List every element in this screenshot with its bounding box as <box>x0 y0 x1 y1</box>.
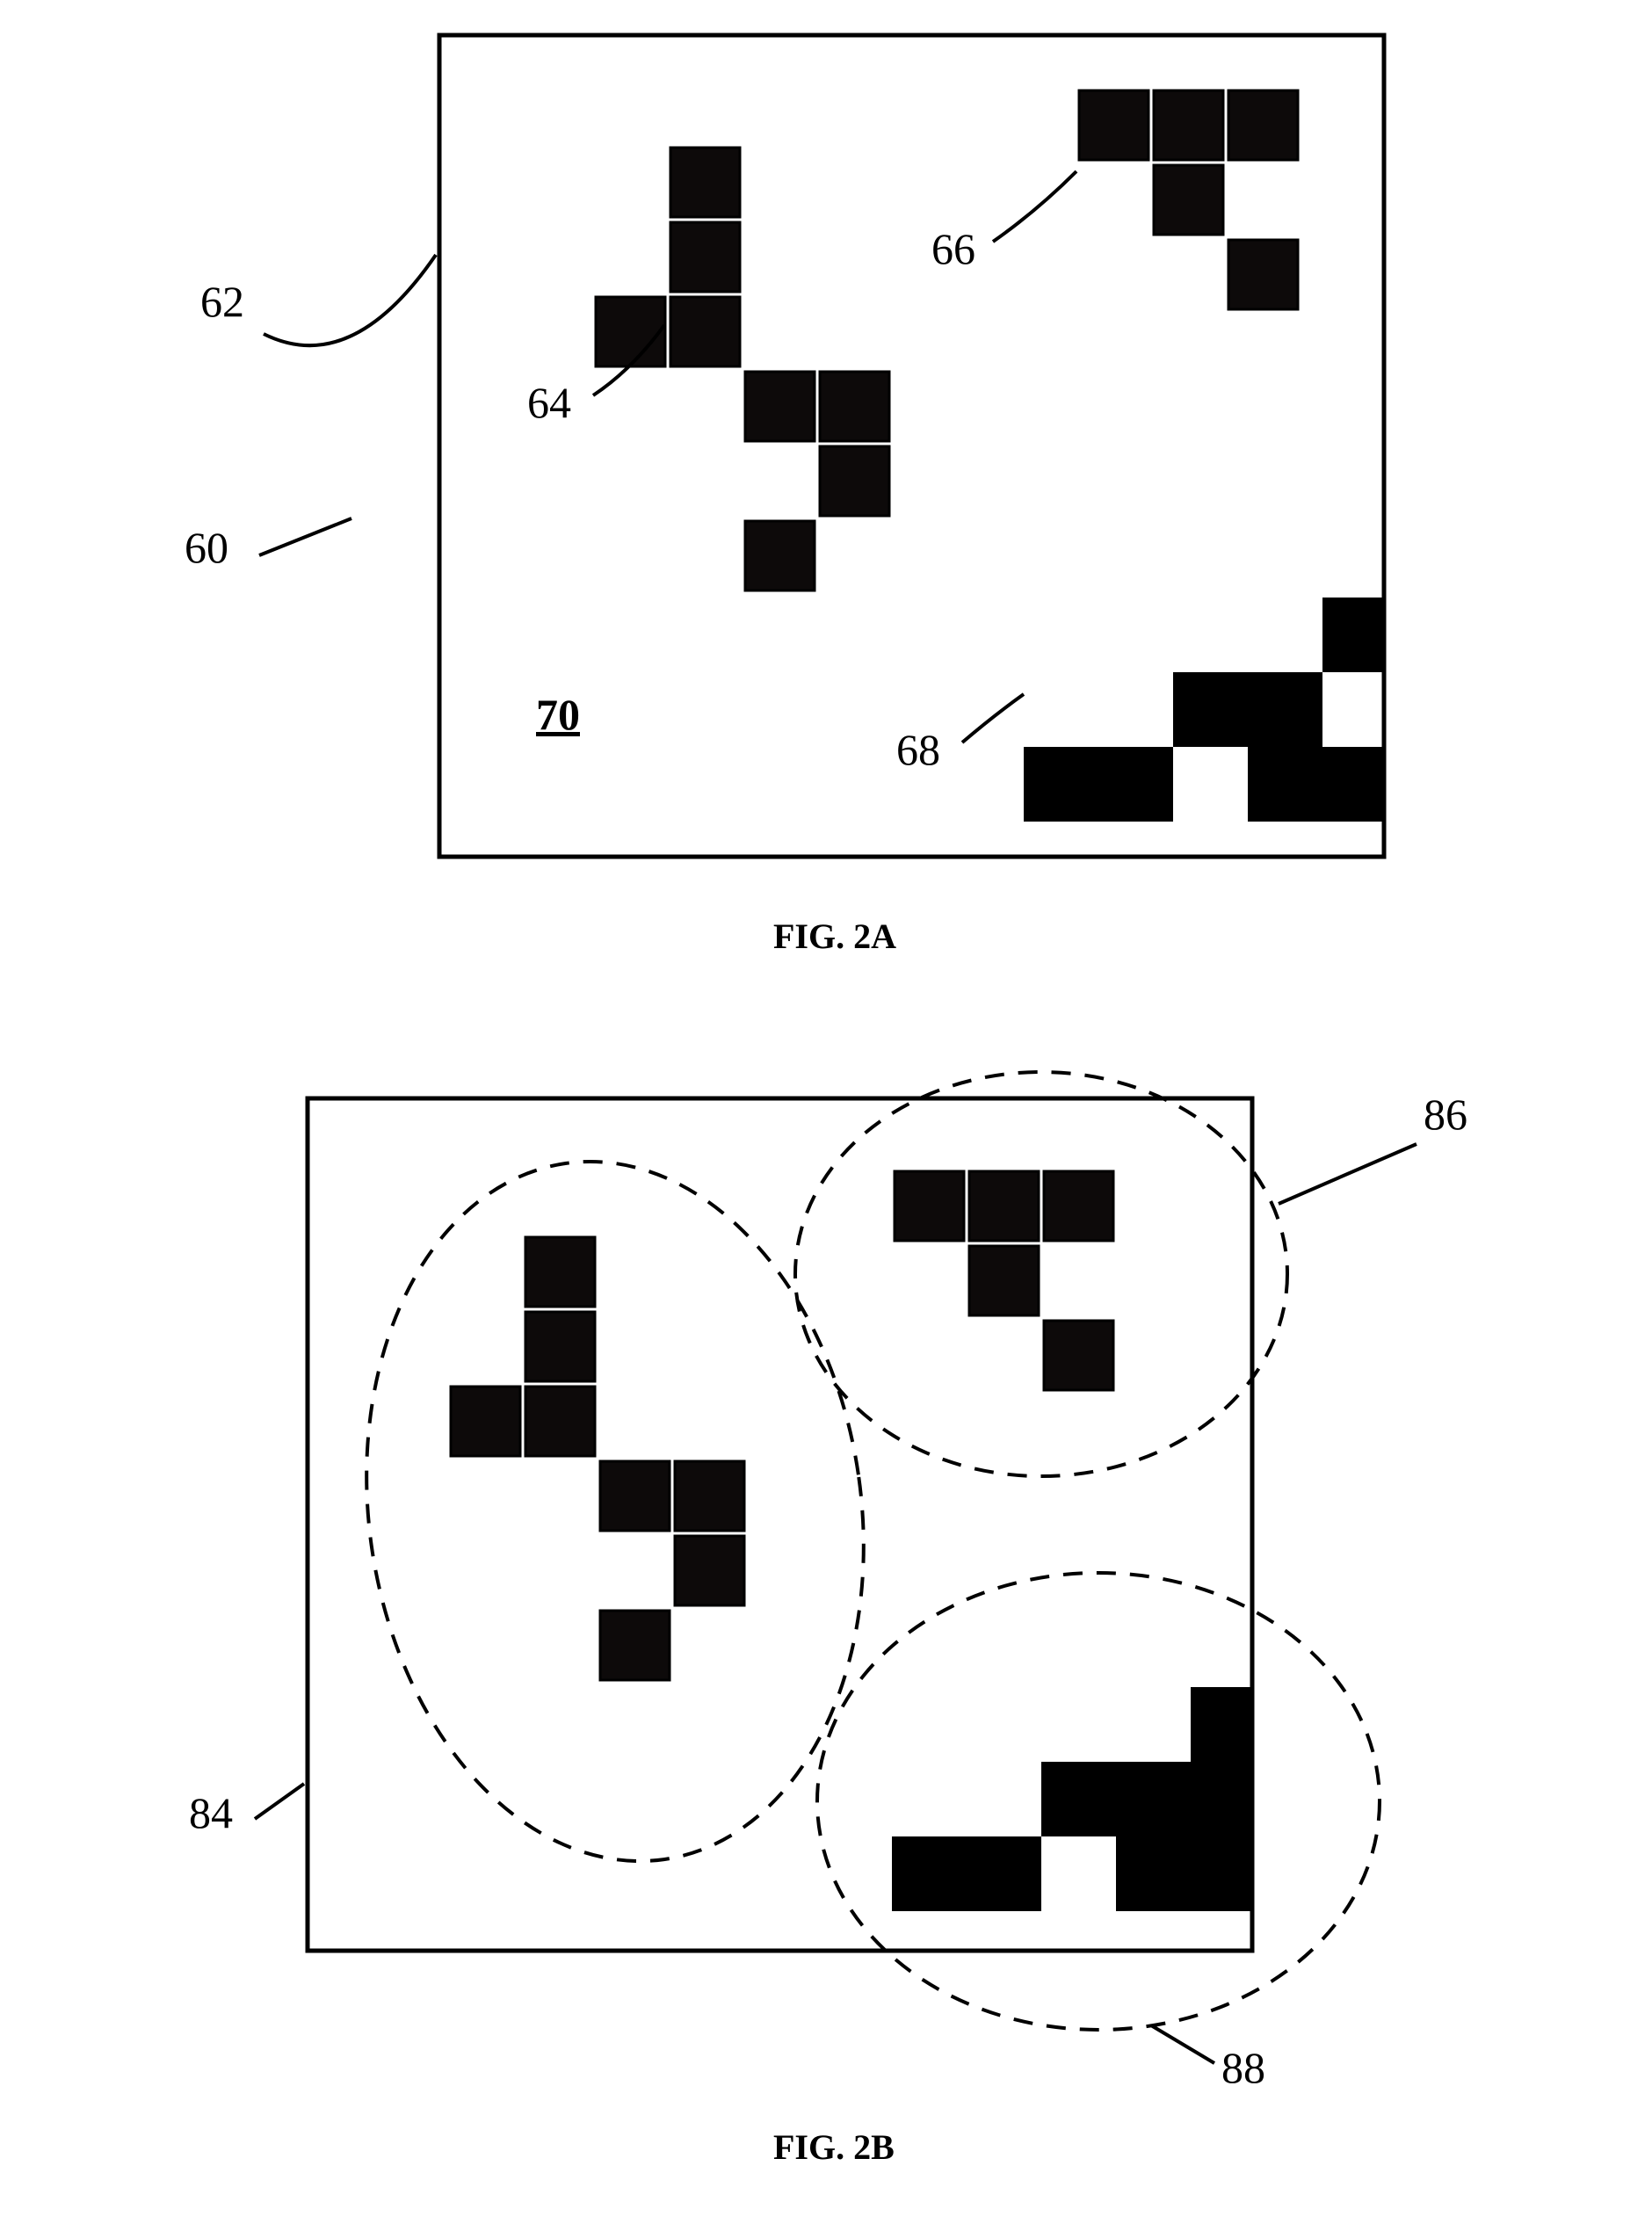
group-64-cell <box>670 222 740 292</box>
group-64-cell <box>820 446 889 516</box>
group-64-cell <box>745 521 815 590</box>
ref-label-64: 64 <box>527 378 571 427</box>
group-68-cell <box>1248 747 1322 822</box>
ref-label-66: 66 <box>931 224 975 273</box>
figure-canvas: 62 60 64 66 68 70 86 84 88 <box>0 0 1652 2231</box>
group-88-cell <box>1041 1762 1116 1836</box>
ref-label-86: 86 <box>1424 1090 1467 1139</box>
group-88-cell <box>1191 1687 1252 1762</box>
group-88-cell <box>967 1836 1041 1911</box>
leader-line <box>259 518 351 555</box>
group-64-cell <box>745 372 815 441</box>
caption-fig-2a: FIG. 2A <box>773 916 896 957</box>
group-86-cell <box>969 1171 1039 1241</box>
leader-line <box>1151 2025 1214 2063</box>
group-84-cell <box>451 1387 520 1456</box>
group-84-cell <box>600 1611 670 1680</box>
group-84-cell <box>525 1312 595 1381</box>
group-86-cell <box>895 1171 964 1241</box>
group-88-cell <box>1191 1762 1252 1836</box>
caption-fig-2b: FIG. 2B <box>773 2126 895 2168</box>
group-88-cell <box>892 1836 967 1911</box>
ref-label-70: 70 <box>536 690 580 739</box>
group-88-cell <box>1116 1762 1191 1836</box>
ref-label-62: 62 <box>200 277 244 326</box>
group-84-cell <box>675 1536 744 1605</box>
group-84-cell <box>525 1237 595 1307</box>
group-88-cell <box>1116 1836 1191 1911</box>
group-88-cell <box>1191 1836 1252 1911</box>
leader-arc <box>264 255 436 345</box>
group-68-cell <box>1322 747 1384 822</box>
leader-line <box>1279 1144 1417 1204</box>
group-66-cell <box>1154 165 1223 235</box>
group-64-cell <box>670 297 740 366</box>
group-86-cell <box>1044 1171 1113 1241</box>
group-68-cell <box>1248 672 1322 747</box>
ref-label-88: 88 <box>1221 2043 1265 2092</box>
group-64-cell <box>670 148 740 217</box>
group-68-cell <box>1173 672 1248 747</box>
group-84-cell <box>600 1461 670 1531</box>
group-68-cell <box>1322 598 1384 672</box>
ref-label-68: 68 <box>896 725 940 774</box>
group-84-cell <box>675 1461 744 1531</box>
group-66-cell <box>1228 240 1298 309</box>
ref-label-60: 60 <box>185 523 228 572</box>
group-66-cell <box>1228 91 1298 160</box>
leader-line <box>255 1784 304 1819</box>
group-64-cell <box>820 372 889 441</box>
group-68-cell <box>1024 747 1098 822</box>
group-64-cell <box>596 297 665 366</box>
ref-label-84: 84 <box>189 1788 233 1837</box>
group-86-cell <box>969 1246 1039 1315</box>
group-86-cell <box>1044 1321 1113 1390</box>
group-66-cell <box>1079 91 1148 160</box>
group-84-cell <box>525 1387 595 1456</box>
group-68-cell <box>1098 747 1173 822</box>
group-66-cell <box>1154 91 1223 160</box>
